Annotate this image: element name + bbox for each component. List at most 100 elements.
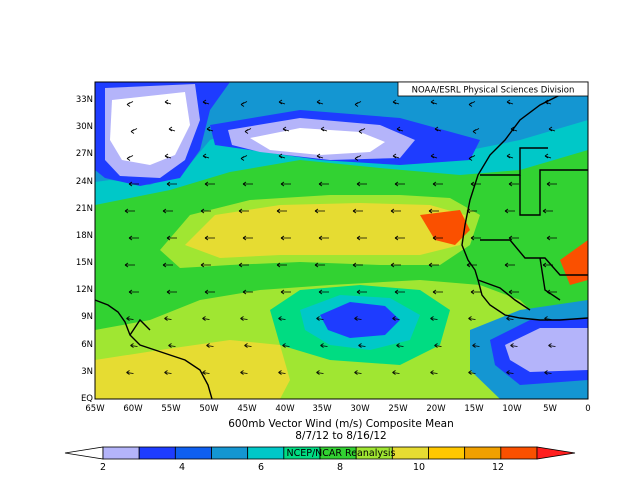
wind-arrow: [390, 262, 401, 268]
wind-arrow: [282, 126, 290, 132]
lon-label: 45W: [237, 404, 257, 414]
wind-arrow: [242, 181, 253, 187]
wind-arrow: [542, 262, 553, 268]
wind-arrow: [164, 153, 172, 159]
colorbar-arrow-low: [64, 446, 104, 460]
lat-label: 24N: [76, 177, 93, 187]
wind-arrow: [428, 208, 439, 214]
lon-label: 50W: [199, 404, 219, 414]
colorbar-swatch: [391, 446, 429, 460]
wind-arrow: [204, 181, 215, 187]
wind-arrow: [548, 126, 556, 132]
colorbar-arrow-high: [536, 446, 576, 460]
wind-arrow: [238, 208, 249, 214]
wind-arrow: [432, 235, 443, 241]
wind-arrow: [278, 316, 286, 321]
wind-arrow: [240, 101, 248, 107]
wind-arrow: [162, 262, 173, 268]
wind-arrow: [354, 370, 362, 375]
wind-arrow: [392, 153, 400, 159]
wind-arrow: [316, 99, 324, 105]
wind-arrow: [468, 155, 476, 161]
wind-arrow: [396, 126, 404, 132]
wind-arrow: [316, 370, 324, 375]
wind-arrow: [126, 370, 134, 375]
lat-label: 3N: [81, 367, 93, 377]
wind-arrow: [316, 153, 324, 159]
lat-label: 15N: [76, 258, 93, 268]
wind-arrow: [390, 208, 401, 214]
wind-arrow: [276, 262, 287, 268]
wind-arrow: [468, 316, 476, 321]
colorbar-swatch: [211, 446, 249, 460]
wind-arrow: [240, 370, 248, 375]
wind-arrow: [470, 235, 481, 241]
wind-arrow: [430, 99, 438, 105]
wind-arrow: [126, 316, 134, 321]
lon-label: 15W: [464, 404, 484, 414]
wind-arrow: [240, 316, 248, 321]
wind-arrow: [244, 343, 252, 348]
wind-arrow: [472, 128, 480, 134]
wind-arrow: [428, 262, 439, 268]
source-label: NCEP/NCAR Reanalysis: [286, 448, 395, 459]
lon-label: 60W: [123, 404, 143, 414]
wind-arrow: [280, 235, 291, 241]
lat-label: 21N: [76, 204, 93, 214]
wind-arrow: [548, 343, 556, 348]
wind-arrow: [354, 316, 362, 321]
wind-arrow: [394, 181, 405, 187]
lat-label: 18N: [76, 231, 93, 241]
colorbar-tick-label: 2: [100, 462, 106, 473]
wind-arrow: [470, 289, 481, 295]
figure-title: 600mb Vector Wind (m/s) Composite Mean: [228, 418, 454, 430]
lon-label: 30W: [350, 404, 370, 414]
wind-vectors: [124, 99, 557, 375]
wind-arrow: [238, 262, 249, 268]
wind-arrow: [206, 343, 214, 348]
wind-arrow: [392, 370, 400, 375]
wind-arrow: [430, 316, 438, 321]
lon-label: 40W: [275, 404, 295, 414]
field-red-mid: [420, 210, 470, 245]
wind-arrow: [504, 262, 515, 268]
wind-arrow: [202, 153, 210, 159]
colorbar-swatch: [500, 446, 538, 460]
wind-arrow: [504, 208, 515, 214]
wind-arrow: [164, 370, 172, 375]
wind-arrow: [470, 181, 481, 187]
wind-arrow: [508, 289, 519, 295]
colorbar-tick-label: 6: [258, 462, 264, 473]
wind-arrow: [278, 99, 286, 105]
wind-arrow: [280, 181, 291, 187]
wind-arrow: [508, 235, 519, 241]
colorbar-swatch: [102, 446, 140, 460]
map-field: [95, 82, 588, 399]
wind-arrow: [392, 99, 400, 105]
wind-arrow: [242, 235, 253, 241]
wind-arrow: [166, 289, 177, 295]
wind-arrow: [354, 155, 362, 161]
colorbar-swatch: [464, 446, 502, 460]
wind-arrow: [278, 153, 286, 159]
wind-arrow: [276, 208, 287, 214]
wind-arrow: [432, 289, 443, 295]
wind-arrow: [508, 181, 519, 187]
wind-arrow: [318, 181, 329, 187]
wind-arrow: [280, 289, 291, 295]
wind-arrow: [430, 153, 438, 159]
field-white-center-north: [250, 128, 385, 155]
wind-arrow: [510, 343, 518, 348]
colorbar-tick-label: 4: [179, 462, 185, 473]
wind-arrow: [396, 343, 404, 348]
lon-label: 5W: [543, 404, 557, 414]
field-blue-north: [95, 82, 588, 185]
wind-arrow: [314, 208, 325, 214]
wind-arrow: [468, 101, 476, 107]
wind-arrow: [202, 99, 210, 105]
wind-arrow: [358, 343, 366, 348]
wind-arrow: [124, 208, 135, 214]
colorbar-swatch: [428, 446, 466, 460]
field-lavender-se: [505, 328, 588, 372]
